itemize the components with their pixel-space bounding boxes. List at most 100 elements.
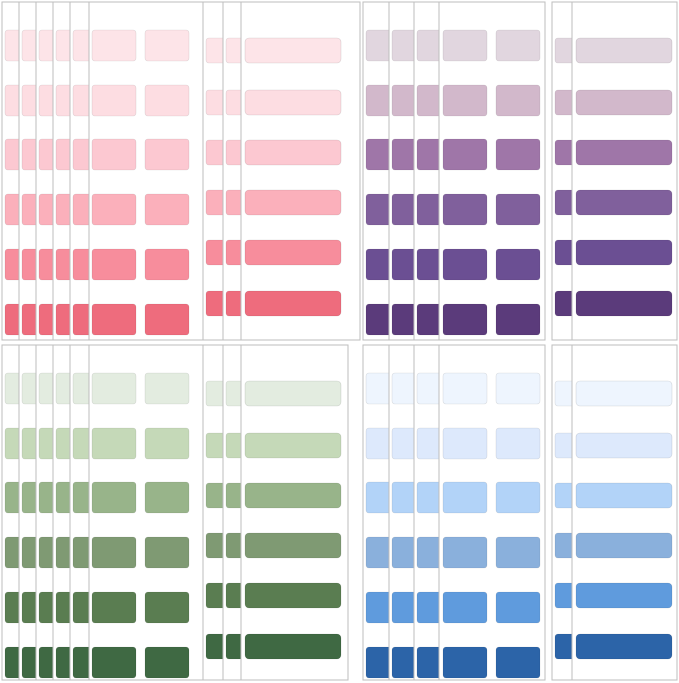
tab (575, 532, 673, 559)
tab (575, 89, 673, 116)
tab (575, 290, 673, 317)
tab (442, 646, 488, 679)
tab (575, 189, 673, 216)
tab (575, 582, 673, 609)
tab (391, 372, 418, 405)
tab (365, 84, 393, 117)
tab (391, 29, 418, 62)
tab (244, 89, 342, 116)
tab (442, 248, 488, 281)
tab (244, 37, 342, 64)
tab (575, 380, 673, 407)
tab (416, 481, 443, 514)
tab (575, 239, 673, 266)
tab (91, 427, 137, 460)
tab (365, 303, 393, 336)
tab (495, 427, 541, 460)
tab (144, 84, 190, 117)
tab (244, 432, 342, 459)
tab (495, 536, 541, 569)
tab (144, 248, 190, 281)
tab (365, 427, 393, 460)
tab (416, 646, 443, 679)
tab (495, 481, 541, 514)
tab (416, 138, 443, 171)
tab (416, 536, 443, 569)
tab (495, 29, 541, 62)
tab (495, 193, 541, 226)
tab (144, 138, 190, 171)
tab (416, 303, 443, 336)
tab (244, 532, 342, 559)
tab (91, 536, 137, 569)
tab (495, 591, 541, 624)
tab (391, 481, 418, 514)
tab (391, 193, 418, 226)
tab (144, 303, 190, 336)
tab (144, 29, 190, 62)
tab (365, 138, 393, 171)
tab (365, 29, 393, 62)
tab (391, 138, 418, 171)
tab (442, 481, 488, 514)
tab (495, 84, 541, 117)
tab (365, 193, 393, 226)
tab (144, 427, 190, 460)
tab (365, 372, 393, 405)
tab (144, 481, 190, 514)
tab (575, 633, 673, 660)
tab (495, 646, 541, 679)
tab (244, 139, 342, 166)
tab (91, 303, 137, 336)
tab (391, 84, 418, 117)
tab (365, 646, 393, 679)
tab (495, 372, 541, 405)
tab (144, 193, 190, 226)
tab (91, 248, 137, 281)
tab (442, 591, 488, 624)
tab (91, 138, 137, 171)
tab (391, 303, 418, 336)
tab (442, 427, 488, 460)
tab (244, 482, 342, 509)
tab (91, 84, 137, 117)
tab (416, 372, 443, 405)
tab (391, 591, 418, 624)
tab (442, 303, 488, 336)
tab (244, 380, 342, 407)
tab (416, 84, 443, 117)
tab (365, 536, 393, 569)
tab (91, 193, 137, 226)
tab (91, 591, 137, 624)
tab (144, 591, 190, 624)
tab (495, 303, 541, 336)
tab (91, 481, 137, 514)
tab (244, 633, 342, 660)
tab (442, 84, 488, 117)
tab (391, 646, 418, 679)
tab (416, 248, 443, 281)
tab (442, 29, 488, 62)
tab (144, 646, 190, 679)
tab (244, 582, 342, 609)
tab (416, 427, 443, 460)
tab (575, 482, 673, 509)
tab (391, 248, 418, 281)
tab (91, 29, 137, 62)
tab (244, 239, 342, 266)
tab (244, 189, 342, 216)
tab (442, 372, 488, 405)
tab (144, 536, 190, 569)
tab (442, 536, 488, 569)
tab (144, 372, 190, 405)
tab (575, 37, 673, 64)
tab (495, 138, 541, 171)
tab (442, 138, 488, 171)
tab (416, 591, 443, 624)
tab (391, 536, 418, 569)
tab (91, 646, 137, 679)
tab (495, 248, 541, 281)
tab (416, 29, 443, 62)
tab (365, 591, 393, 624)
